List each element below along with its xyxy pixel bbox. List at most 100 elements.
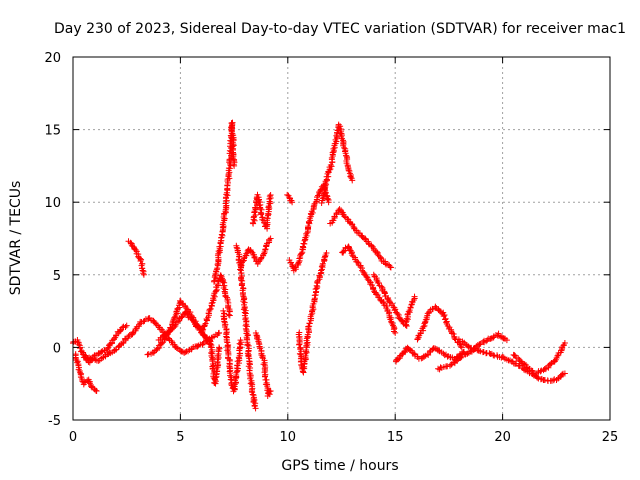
data-point [233,244,240,251]
data-point [255,338,262,345]
data-point [503,337,510,344]
grid [73,57,610,420]
data-point [267,191,274,198]
data-point [443,319,450,326]
data-point [457,343,464,350]
data-point [265,203,272,210]
data-point [238,277,245,284]
data-point [140,270,147,277]
data-point [319,260,326,267]
data-point [217,272,224,279]
data-point [298,250,305,257]
x-axis-label: GPS time / hours [281,458,398,474]
data-point [75,341,82,348]
data-point [436,307,443,314]
data-point [224,304,231,311]
data-point [537,368,544,375]
data-point [318,267,325,274]
data-point [132,246,139,253]
data-point [374,251,381,258]
y-tick-label: -5 [48,414,61,429]
data-point [300,240,307,247]
data-point [242,325,249,332]
data-point [341,213,348,220]
data-point [430,345,437,352]
data-point [168,325,175,332]
y-axis-label: SDTVAR / TECUs [8,181,24,296]
data-point [296,341,303,348]
data-point [561,340,568,347]
data-point [201,321,208,328]
data-point [354,258,361,265]
data-point [521,366,528,373]
data-point [558,371,565,378]
data-point [405,308,412,315]
data-point [388,319,395,326]
data-point [200,326,207,333]
data-point [392,329,399,336]
data-point [289,199,296,206]
data-point [303,342,310,349]
data-point [390,328,397,335]
data-point [171,324,178,331]
data-point [178,314,185,321]
data-point [182,349,189,356]
data-point [138,262,145,269]
data-point [312,199,319,206]
data-point [375,280,382,287]
data-point [259,354,266,361]
data-point [104,345,111,352]
plot-frame [72,56,611,421]
data-point [387,264,394,271]
data-point [254,335,261,342]
data-point [251,254,258,261]
x-tick-label: 25 [602,430,619,445]
data-point [387,263,394,270]
data-point [238,261,245,268]
data-point [394,310,401,317]
data-point [267,387,274,394]
data-point [349,177,356,184]
data-point [231,162,238,169]
data-point [247,380,254,387]
data-point [303,356,310,363]
data-point [138,256,145,263]
data-point [318,263,325,270]
data-point [306,320,313,327]
data-point [221,318,228,325]
data-point [458,344,465,351]
data-point [260,251,267,258]
data-point [125,333,132,340]
data-point [267,235,274,242]
data-point [224,192,231,199]
data-point [224,347,231,354]
data-point [207,340,214,347]
data-point [421,353,428,360]
data-point [207,305,214,312]
data-point [378,283,385,290]
data-point [216,329,223,336]
data-point [410,350,417,357]
data-point [75,366,82,373]
data-point [321,254,328,261]
data-point [411,293,418,300]
data-point [300,365,307,372]
data-point [340,248,347,255]
data-point [240,292,247,299]
data-point [216,344,223,351]
data-point [74,358,81,365]
data-point [305,223,312,230]
data-point [398,317,405,324]
y-tick-label: 20 [44,51,61,66]
data-point [240,258,247,265]
data-point [212,374,219,381]
data-point [444,363,451,370]
data-point [223,338,230,345]
data-point [561,370,568,377]
data-point [464,350,471,357]
data-point [414,335,421,342]
data-point [554,352,561,359]
data-point [249,391,256,398]
data-point [377,296,384,303]
x-tick-label: 10 [280,430,297,445]
